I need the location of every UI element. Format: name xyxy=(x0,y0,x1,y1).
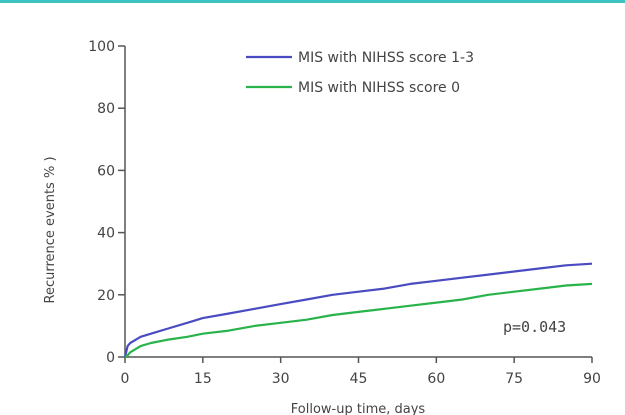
x-axis-title: Follow-up time, days xyxy=(291,402,426,415)
y-tick-label: 80 xyxy=(97,101,115,117)
x-tick-label: 75 xyxy=(505,371,523,387)
x-tick-label: 30 xyxy=(272,371,290,387)
y-axis-title: Recurrence events % ) xyxy=(43,156,58,303)
legend-label: MIS with NIHSS score 1-3 xyxy=(298,50,474,66)
legend: MIS with NIHSS score 1-3 MIS with NIHSS s… xyxy=(246,50,474,96)
x-tick-label: 45 xyxy=(350,371,368,387)
x-tick-label: 90 xyxy=(583,371,601,387)
y-tick-label: 60 xyxy=(97,163,115,179)
axes: 0 20 40 60 80 100 0 15 30 45 60 75 90 xyxy=(88,39,601,387)
legend-label: MIS with NIHSS score 0 xyxy=(298,80,460,96)
y-tick-label: 20 xyxy=(97,288,115,304)
x-tick-label: 60 xyxy=(427,371,445,387)
top-divider xyxy=(0,0,625,3)
x-tick-label: 0 xyxy=(121,371,130,387)
series-line-nihss-1-3 xyxy=(123,262,593,358)
series-line-nihss-0 xyxy=(124,282,593,358)
series-lines xyxy=(123,262,593,358)
y-tick-label: 40 xyxy=(97,226,115,242)
x-tick-label: 15 xyxy=(194,371,212,387)
y-tick-label: 100 xyxy=(88,39,115,55)
p-value-annotation: p=0.043 xyxy=(503,318,566,336)
y-tick-label: 0 xyxy=(106,350,115,366)
